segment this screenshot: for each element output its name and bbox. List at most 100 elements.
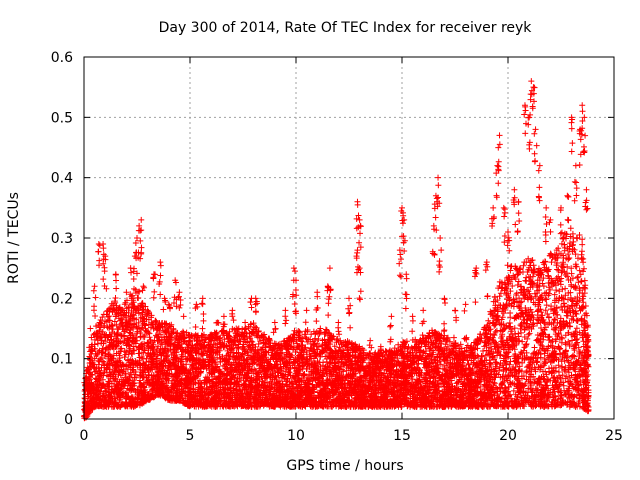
data-point <box>117 396 124 403</box>
data-point <box>123 377 130 384</box>
data-point <box>127 369 134 376</box>
data-point <box>296 328 303 335</box>
data-point <box>116 355 123 362</box>
data-point <box>97 356 104 363</box>
data-point <box>106 323 113 330</box>
data-point <box>97 370 104 377</box>
data-point <box>133 374 140 381</box>
data-point <box>102 387 109 394</box>
chart-title: Day 300 of 2014, Rate Of TEC Index for r… <box>159 20 533 36</box>
data-point <box>95 395 102 402</box>
data-point <box>103 319 110 326</box>
data-point <box>124 340 131 347</box>
data-point <box>94 337 101 344</box>
data-point <box>92 387 99 394</box>
data-point <box>255 340 262 347</box>
data-point <box>95 349 102 356</box>
data-point <box>99 314 106 321</box>
data-point <box>100 340 107 347</box>
data-point <box>131 338 138 345</box>
data-point <box>85 365 92 372</box>
data-point <box>115 402 122 409</box>
data-point <box>126 329 133 336</box>
data-point <box>104 383 111 390</box>
data-point <box>135 319 142 326</box>
data-point <box>83 384 90 391</box>
data-point <box>96 328 103 335</box>
data-point <box>83 376 90 383</box>
data-point <box>114 382 121 389</box>
data-point <box>100 382 107 389</box>
data-point <box>105 378 112 385</box>
data-point <box>134 395 141 402</box>
data-point <box>112 344 119 351</box>
data-point <box>117 321 124 328</box>
data-point <box>126 316 133 323</box>
data-point <box>128 307 135 314</box>
data-point <box>130 347 137 354</box>
data-point <box>124 320 131 327</box>
data-point <box>118 345 125 352</box>
data-point <box>92 399 99 406</box>
data-point <box>124 335 131 342</box>
data-point <box>124 403 131 410</box>
data-point <box>93 378 100 385</box>
data-point <box>95 388 102 395</box>
data-point <box>86 373 93 380</box>
data-point <box>86 366 93 373</box>
data-point <box>113 364 120 371</box>
data-point <box>126 400 133 407</box>
data-point <box>199 351 206 358</box>
data-point <box>103 400 110 407</box>
data-point <box>111 318 118 325</box>
data-point <box>123 393 130 400</box>
data-point <box>315 335 322 342</box>
data-point <box>112 367 119 374</box>
data-point <box>104 362 111 369</box>
data-point <box>91 331 98 338</box>
data-point <box>108 300 115 307</box>
data-point <box>127 396 134 403</box>
data-point <box>127 362 134 369</box>
data-point <box>118 381 125 388</box>
data-point <box>129 315 136 322</box>
data-point <box>105 361 112 368</box>
data-point <box>134 328 141 335</box>
data-point <box>132 368 139 375</box>
data-point <box>127 312 134 319</box>
data-point <box>125 304 132 311</box>
data-point <box>112 313 119 320</box>
data-point <box>130 380 137 387</box>
data-point <box>95 403 102 410</box>
data-point <box>129 331 136 338</box>
data-point <box>96 381 103 388</box>
data-point <box>93 383 100 390</box>
data-point <box>97 319 104 326</box>
data-point <box>88 390 95 397</box>
data-point <box>105 347 112 354</box>
data-point <box>117 348 124 355</box>
data-point <box>119 391 126 398</box>
data-point <box>107 371 114 378</box>
data-point <box>103 311 110 318</box>
data-point <box>115 339 122 346</box>
data-point <box>121 354 128 361</box>
data-point <box>114 329 121 336</box>
data-point <box>300 371 307 378</box>
data-point <box>98 354 105 361</box>
data-point <box>116 390 123 397</box>
data-point <box>112 398 119 405</box>
data-point <box>86 386 93 393</box>
data-point <box>106 317 113 324</box>
data-point <box>124 376 131 383</box>
data-point <box>81 387 88 394</box>
data-point <box>88 396 95 403</box>
data-point <box>87 383 94 390</box>
data-point <box>110 375 117 382</box>
data-point <box>109 309 116 316</box>
data-point <box>127 323 134 330</box>
data-point <box>98 320 105 327</box>
data-point <box>95 361 102 368</box>
data-point <box>126 348 133 355</box>
